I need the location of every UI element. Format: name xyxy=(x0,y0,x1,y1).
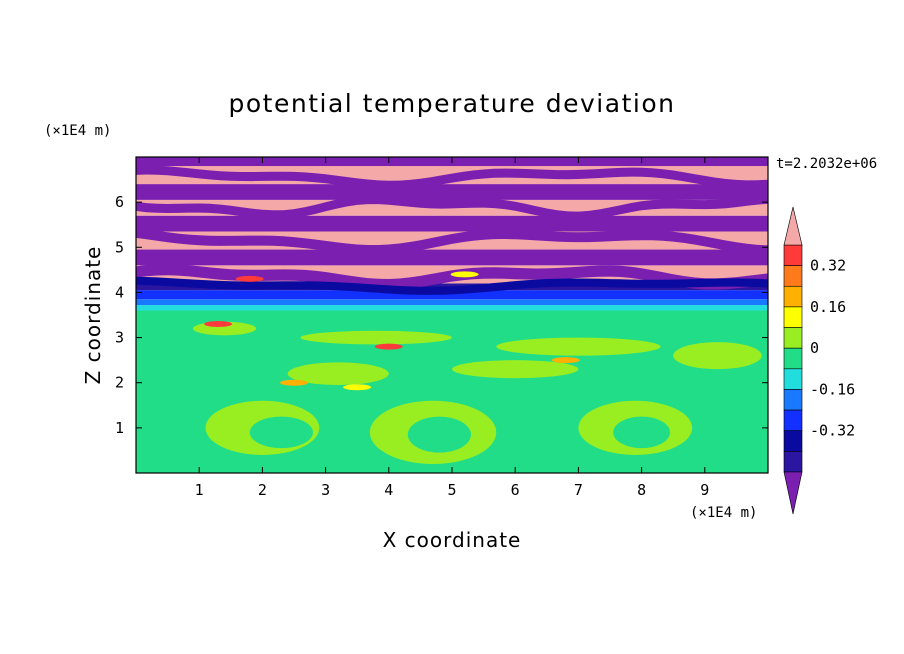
x-tick-label: 4 xyxy=(384,481,393,499)
field-spot xyxy=(450,271,479,278)
field-spot xyxy=(280,379,308,386)
x-unit-label: (×1E4 m) xyxy=(690,505,757,521)
field-spot xyxy=(551,357,580,364)
field-patch xyxy=(249,416,313,449)
field-patch xyxy=(452,360,579,379)
y-axis-label: Z coordinate xyxy=(81,246,105,385)
field-band xyxy=(136,305,768,311)
y-tick-label: 4 xyxy=(115,283,124,301)
field-patch xyxy=(673,342,762,370)
y-tick-label: 3 xyxy=(115,329,124,347)
colorbar-level xyxy=(783,327,803,349)
field-band xyxy=(136,215,768,232)
field-layer xyxy=(136,276,768,295)
x-tick-label: 2 xyxy=(258,481,267,499)
colorbar-tick-label: -0.32 xyxy=(810,422,855,440)
x-tick-label: 5 xyxy=(447,481,456,499)
colorbar-level xyxy=(783,368,803,390)
x-tick-label: 7 xyxy=(574,481,583,499)
x-tick-label: 3 xyxy=(321,481,330,499)
colorbar-level xyxy=(783,409,803,432)
field-band xyxy=(136,249,768,266)
contour-field xyxy=(136,157,768,473)
y-tick-label: 5 xyxy=(115,238,124,256)
field-patch xyxy=(407,416,471,453)
field-band xyxy=(136,290,768,300)
x-axis: 1 2 3 4 5 6 7 8 9 xyxy=(195,157,709,499)
colorbar-level xyxy=(783,306,803,328)
field-layer xyxy=(136,194,768,221)
colorbar: 0.32 0.16 0 -0.16 -0.32 xyxy=(783,206,855,515)
colorbar-tick-label: 0 xyxy=(810,339,819,357)
field-layer xyxy=(136,228,768,256)
field-layer xyxy=(136,165,768,190)
chart-title: potential temperature deviation xyxy=(229,89,676,118)
field-band xyxy=(136,184,768,200)
colorbar-tick-label: -0.16 xyxy=(810,380,855,398)
field-patch xyxy=(613,416,671,449)
colorbar-level xyxy=(783,347,803,370)
y-tick-label: 2 xyxy=(115,374,124,392)
field-spot xyxy=(343,384,372,391)
colorbar-level xyxy=(783,265,803,287)
colorbar-tick-label: 0.16 xyxy=(810,298,846,316)
colorbar-under-triangle xyxy=(783,471,803,515)
y-unit-label: (×1E4 m) xyxy=(44,123,111,139)
field-spot xyxy=(235,275,264,282)
colorbar-level xyxy=(783,430,803,452)
x-tick-label: 8 xyxy=(637,481,646,499)
colorbar-level xyxy=(783,244,803,266)
field-patch xyxy=(287,362,389,385)
x-tick-label: 9 xyxy=(700,481,709,499)
colorbar-tick-label: 0.32 xyxy=(810,257,846,275)
y-tick-label: 6 xyxy=(115,193,124,211)
colorbar-level xyxy=(783,285,803,308)
x-axis-label: X coordinate xyxy=(383,528,522,552)
colorbar-over-triangle xyxy=(783,206,803,246)
x-tick-label: 1 xyxy=(195,481,204,499)
field-patch xyxy=(496,337,661,356)
x-tick-label: 6 xyxy=(511,481,520,499)
field-spot xyxy=(374,343,403,350)
colorbar-level xyxy=(783,451,803,473)
colorbar-level xyxy=(783,389,803,411)
field-band xyxy=(136,299,768,306)
y-tick-label: 1 xyxy=(115,419,124,437)
time-label: t=2.2032e+06 xyxy=(776,156,877,172)
field-patch xyxy=(300,330,452,345)
y-axis: 1 2 3 4 5 6 xyxy=(115,193,768,437)
field-spot xyxy=(204,321,233,328)
field-layer xyxy=(136,264,768,291)
